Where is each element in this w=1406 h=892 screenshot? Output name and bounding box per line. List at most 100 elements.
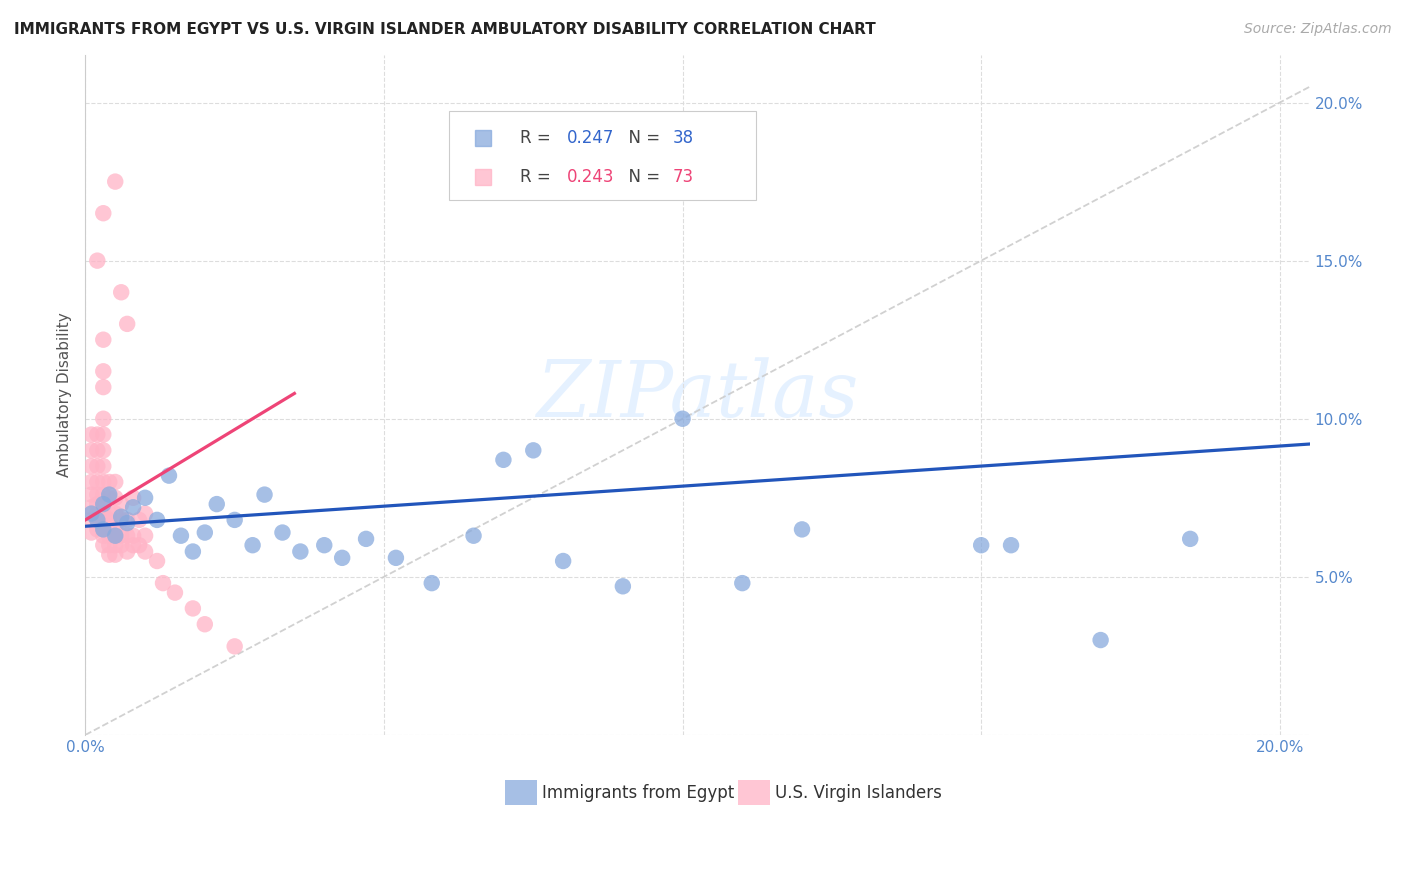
Point [122, 529, 145, 543]
Point [80, 487, 103, 501]
Point [790, 522, 813, 536]
Text: U.S. Virgin Islanders: U.S. Virgin Islanders [775, 784, 942, 802]
Point [522, 443, 544, 458]
Point [110, 509, 132, 524]
Point [110, 513, 132, 527]
Point [86, 443, 108, 458]
Point [110, 285, 132, 300]
Point [146, 513, 169, 527]
Point [253, 487, 276, 501]
Point [80, 475, 103, 489]
Point [170, 529, 193, 543]
Point [91, 427, 114, 442]
Point [181, 544, 204, 558]
Point [80, 459, 103, 474]
Point [970, 538, 993, 552]
Point [80, 500, 103, 515]
Point [91, 443, 114, 458]
Point [122, 538, 145, 552]
Point [98, 513, 121, 527]
Point [86, 522, 108, 536]
Point [91, 507, 114, 521]
Point [205, 497, 228, 511]
Point [1180, 532, 1202, 546]
Point [104, 529, 127, 543]
Point [104, 475, 127, 489]
Point [98, 538, 121, 552]
Point [104, 175, 127, 189]
Point [731, 576, 754, 591]
Point [98, 475, 121, 489]
FancyBboxPatch shape [738, 780, 769, 805]
Point [271, 525, 294, 540]
Point [290, 544, 312, 558]
Point [104, 529, 127, 543]
Point [80, 513, 103, 527]
Point [492, 453, 515, 467]
Point [553, 554, 575, 568]
Point [110, 529, 132, 543]
Point [134, 529, 156, 543]
Point [104, 538, 127, 552]
Text: 0.247: 0.247 [567, 129, 614, 147]
Point [194, 617, 217, 632]
Point [104, 491, 127, 505]
Point [134, 491, 156, 505]
Point [194, 525, 217, 540]
Text: R =: R = [520, 129, 555, 147]
Point [420, 576, 443, 591]
Point [91, 538, 114, 552]
Point [91, 529, 114, 543]
Point [91, 497, 114, 511]
Point [91, 513, 114, 527]
Point [98, 491, 121, 505]
Point [91, 522, 114, 536]
Point [98, 487, 121, 501]
Point [224, 640, 246, 654]
Point [104, 522, 127, 536]
Point [86, 513, 108, 527]
Point [91, 333, 114, 347]
Point [314, 538, 336, 552]
Point [115, 513, 138, 527]
Point [612, 579, 634, 593]
Point [463, 529, 485, 543]
Point [98, 522, 121, 536]
Point [86, 507, 108, 521]
Point [86, 459, 108, 474]
Point [330, 550, 353, 565]
Point [242, 538, 264, 552]
Text: IMMIGRANTS FROM EGYPT VS U.S. VIRGIN ISLANDER AMBULATORY DISABILITY CORRELATION : IMMIGRANTS FROM EGYPT VS U.S. VIRGIN ISL… [14, 22, 876, 37]
Point [86, 475, 108, 489]
Point [86, 513, 108, 527]
FancyBboxPatch shape [449, 111, 756, 200]
Text: N =: N = [617, 169, 665, 186]
Text: 38: 38 [673, 129, 695, 147]
Point [91, 487, 114, 501]
Point [91, 380, 114, 394]
Point [91, 459, 114, 474]
Point [91, 522, 114, 536]
FancyBboxPatch shape [505, 780, 537, 805]
Point [98, 507, 121, 521]
Point [152, 576, 174, 591]
Point [110, 538, 132, 552]
Text: N =: N = [617, 129, 665, 147]
Point [86, 427, 108, 442]
Point [1090, 633, 1112, 648]
Point [91, 475, 114, 489]
Point [115, 317, 138, 331]
Text: Immigrants from Egypt: Immigrants from Egypt [543, 784, 734, 802]
Point [91, 206, 114, 220]
Point [122, 500, 145, 515]
Text: 73: 73 [673, 169, 695, 186]
Point [134, 507, 156, 521]
Point [115, 544, 138, 558]
Text: Source: ZipAtlas.com: Source: ZipAtlas.com [1244, 22, 1392, 37]
Point [115, 529, 138, 543]
Point [157, 468, 180, 483]
Text: 0.243: 0.243 [567, 169, 614, 186]
Y-axis label: Ambulatory Disability: Ambulatory Disability [58, 312, 72, 477]
Point [181, 601, 204, 615]
Point [86, 253, 108, 268]
